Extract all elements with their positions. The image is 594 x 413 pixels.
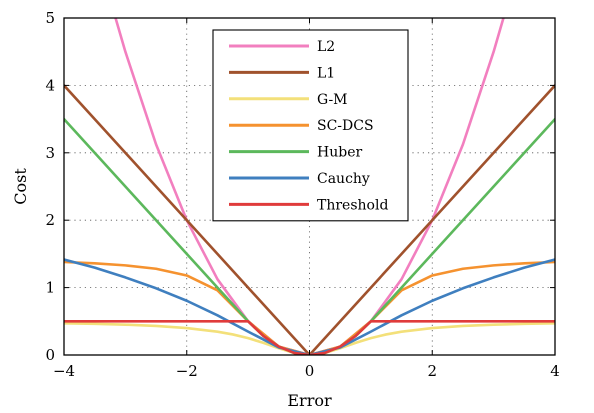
series-line-sc-dcs	[64, 260, 555, 355]
y-tick-label: 3	[45, 144, 55, 162]
series-line-huber	[64, 117, 555, 355]
y-axis-title: Cost	[11, 168, 30, 205]
y-tick-label: 2	[45, 211, 55, 229]
y-tick-label: 1	[45, 279, 55, 297]
series-line-l2	[114, 18, 505, 355]
series-line-l1	[64, 84, 555, 355]
legend-label: L1	[317, 65, 335, 81]
legend-label: Cauchy	[317, 171, 370, 187]
legend-label: Huber	[317, 145, 362, 161]
legend: L2 L1 G-M SC-DCS Huber Cauchy Threshold	[212, 29, 409, 222]
axis-ticks: −4 −2 0 2 4 0 1 2 3 4 5	[45, 9, 559, 380]
series-line-threshold	[64, 319, 555, 355]
legend-label: G-M	[317, 92, 348, 108]
series-line-g-m	[64, 322, 555, 355]
legend-label: SC-DCS	[317, 118, 374, 134]
y-tick-label: 0	[45, 346, 55, 364]
x-tick-label: 4	[550, 362, 560, 380]
x-axis-title: Error	[287, 391, 332, 410]
series-lines	[64, 18, 555, 355]
y-tick-label: 4	[45, 76, 55, 94]
x-tick-label: 2	[427, 362, 437, 380]
x-tick-label: −4	[53, 362, 75, 380]
x-tick-label: 0	[305, 362, 315, 380]
series-line-cauchy	[64, 258, 555, 355]
legend-label: L2	[317, 39, 335, 55]
legend-label: Threshold	[317, 197, 388, 213]
x-tick-label: −2	[176, 362, 198, 380]
y-tick-label: 5	[45, 9, 55, 27]
